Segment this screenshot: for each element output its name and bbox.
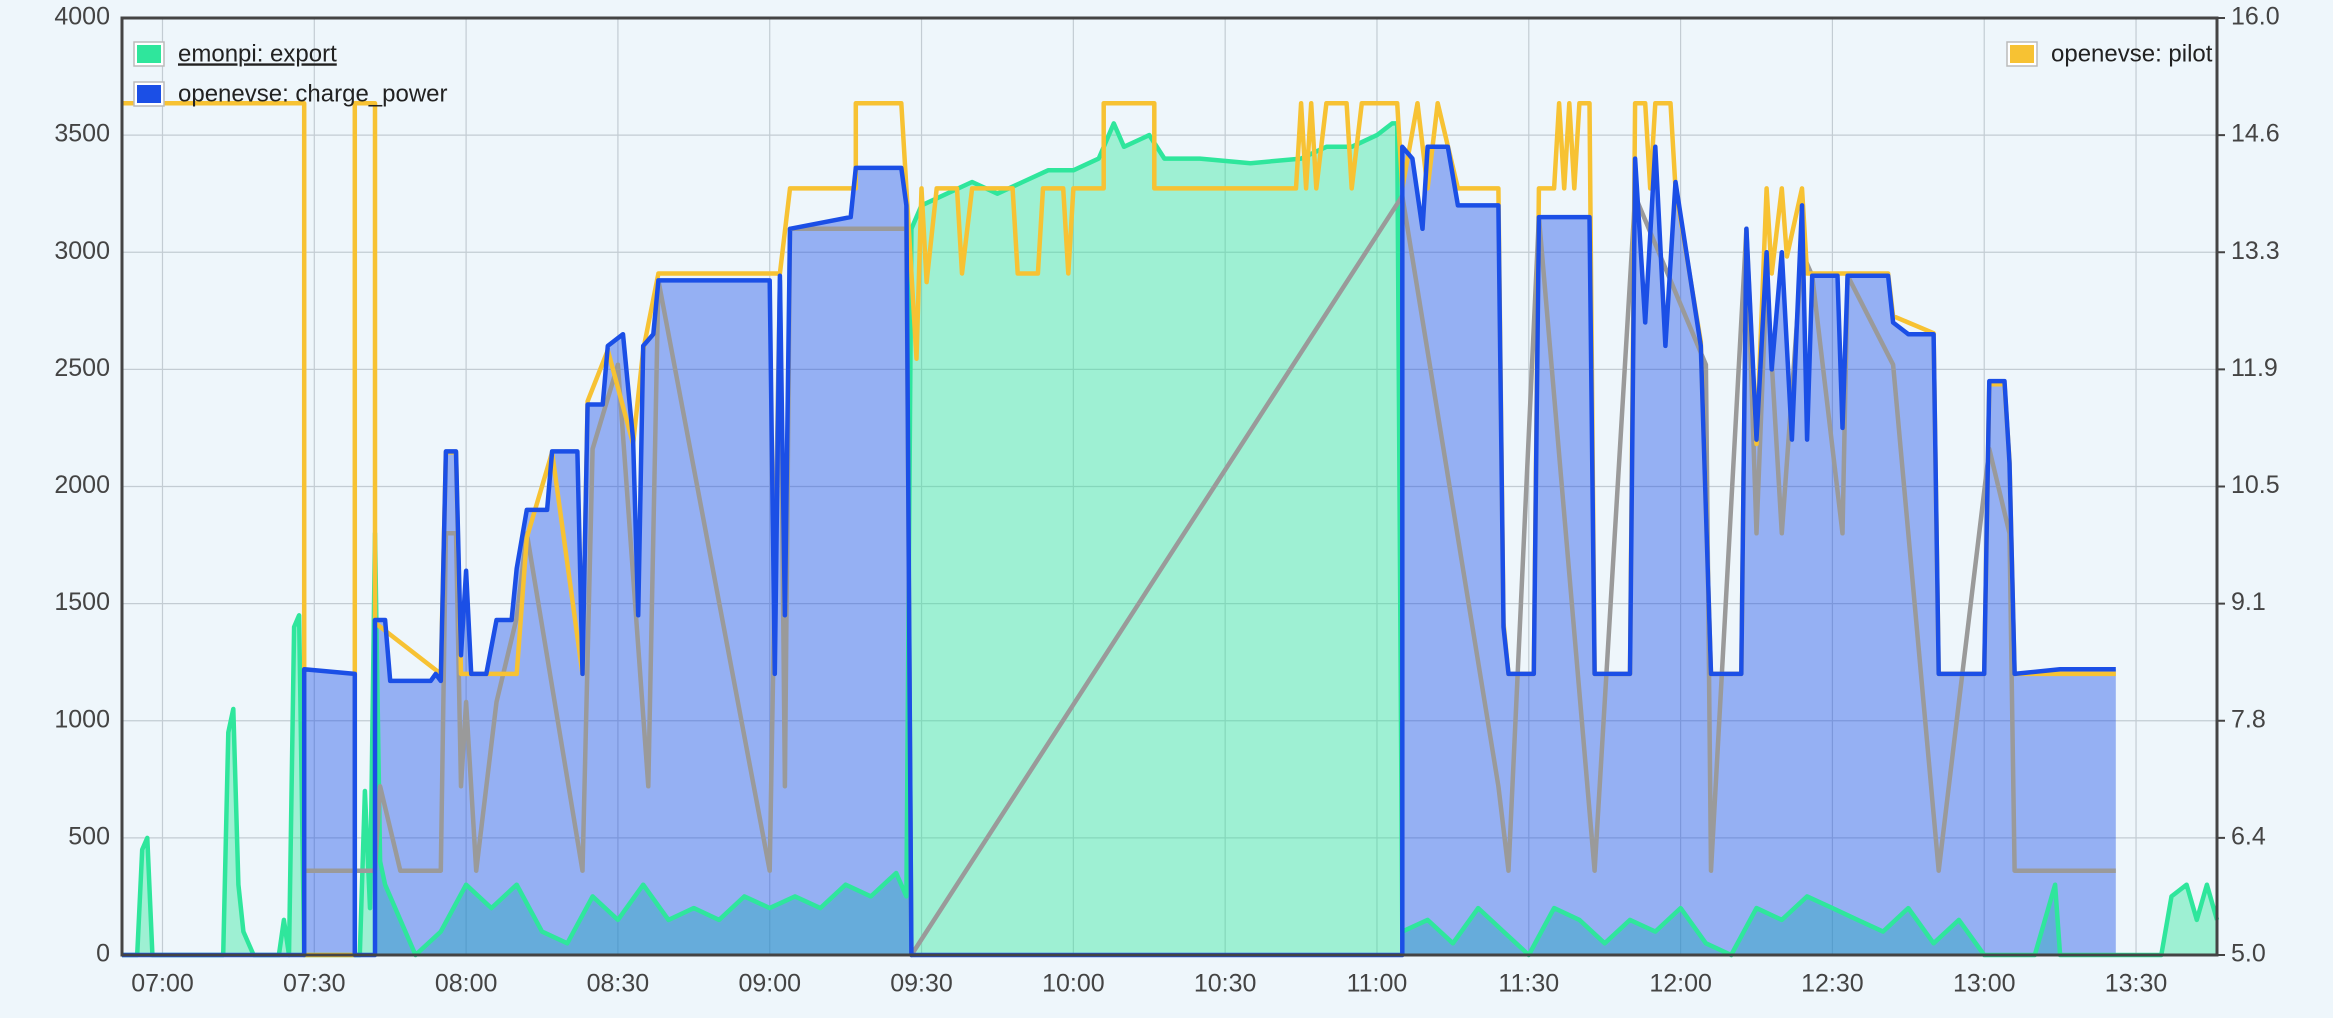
x-tick-label: 12:30 xyxy=(1801,970,1864,998)
x-tick-label: 13:30 xyxy=(2105,970,2168,998)
y-tick-label: 2500 xyxy=(54,354,110,382)
y-tick-label: 4000 xyxy=(54,3,110,31)
y2-tick-label: 16.0 xyxy=(2231,3,2280,31)
y-tick-label: 500 xyxy=(68,822,110,850)
legend-color xyxy=(2010,45,2034,63)
area-fill xyxy=(122,123,2217,955)
y2-tick-label: 7.8 xyxy=(2231,705,2266,733)
x-tick-label: 11:30 xyxy=(1498,970,1559,998)
x-tick-label: 09:30 xyxy=(890,970,953,998)
y2-tick-label: 10.5 xyxy=(2231,471,2280,499)
legend-label: emonpi: export xyxy=(178,40,337,67)
y-tick-label: 1000 xyxy=(54,705,110,733)
y-tick-label: 2000 xyxy=(54,471,110,499)
area-fill xyxy=(122,146,2116,956)
legend-label: openevse: pilot xyxy=(2051,40,2213,67)
x-tick-label: 13:00 xyxy=(1953,970,2016,998)
y-tick-label: 3000 xyxy=(54,237,110,265)
y-tick-label: 3500 xyxy=(54,120,110,148)
x-tick-label: 07:30 xyxy=(283,970,346,998)
x-tick-label: 11:00 xyxy=(1347,970,1408,998)
x-tick-label: 08:00 xyxy=(435,970,498,998)
y-tick-label: 0 xyxy=(96,940,110,968)
plot-frame xyxy=(120,16,2219,957)
y2-tick-label: 6.4 xyxy=(2231,822,2266,850)
y2-tick-label: 9.1 xyxy=(2231,588,2266,616)
x-tick-label: 09:00 xyxy=(738,970,801,998)
y2-tick-label: 11.9 xyxy=(2231,354,2278,382)
y-tick-label: 1500 xyxy=(54,588,110,616)
series-line xyxy=(122,144,2116,958)
x-tick-label: 08:30 xyxy=(587,970,650,998)
x-tick-label: 10:30 xyxy=(1194,970,1257,998)
x-tick-label: 07:00 xyxy=(131,970,194,998)
y2-tick-label: 5.0 xyxy=(2231,940,2266,968)
y2-tick-label: 14.6 xyxy=(2231,120,2280,148)
legend-label: openevse: charge_power xyxy=(178,80,448,107)
x-tick-label: 10:00 xyxy=(1042,970,1105,998)
y2-tick-label: 13.3 xyxy=(2231,237,2280,265)
x-tick-label: 12:00 xyxy=(1649,970,1712,998)
legend-color xyxy=(137,45,161,63)
legend-color xyxy=(137,85,161,103)
